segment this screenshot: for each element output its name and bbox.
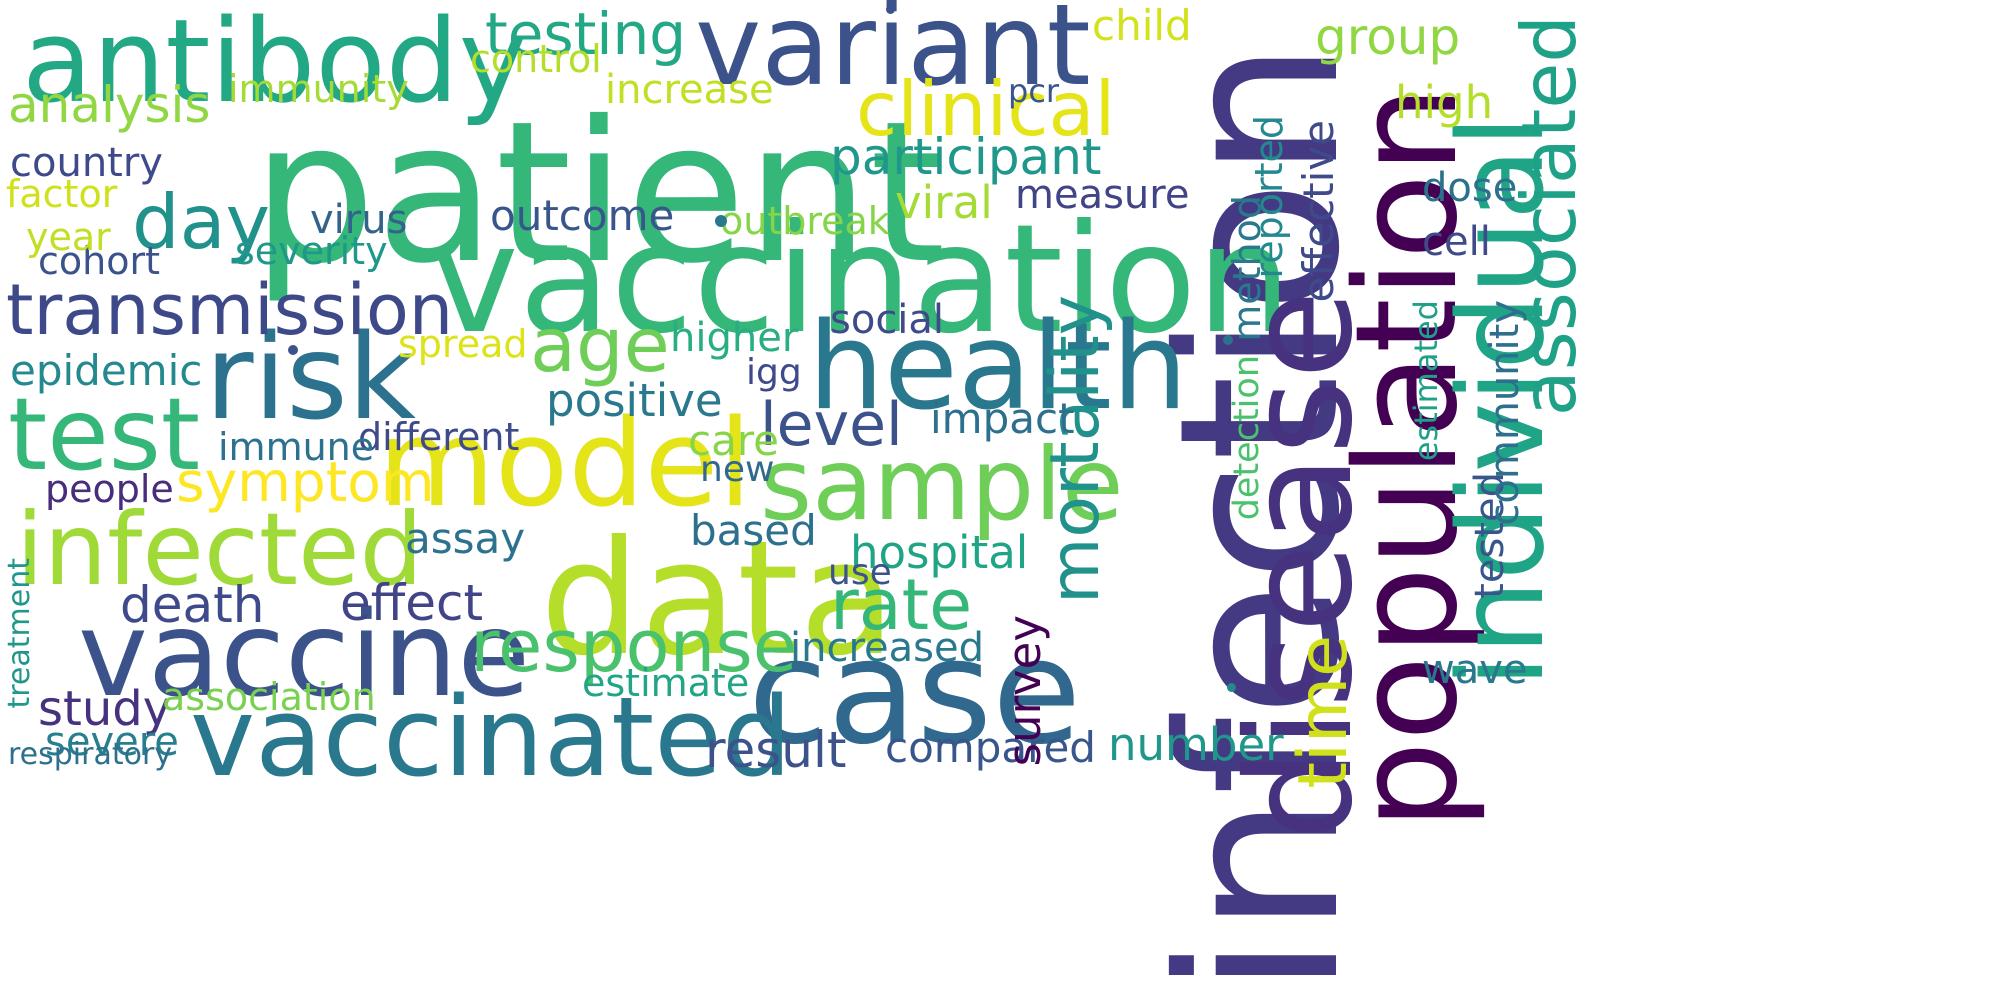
word-compared: compared (885, 723, 1096, 772)
word-based: based (690, 506, 817, 555)
word-year: year (26, 215, 111, 259)
word-mortality: mortality (1036, 295, 1115, 604)
word-infected: infected (16, 491, 424, 608)
word-hospital: hospital (850, 526, 1029, 579)
word-estimate: estimate (582, 661, 750, 705)
word-clinical: clinical (856, 65, 1116, 153)
word-number: number (1108, 718, 1284, 771)
word-death: death (120, 576, 265, 634)
word-cohort: cohort (38, 239, 160, 283)
word-higher: higher (670, 315, 799, 361)
word-assay: assay (405, 514, 526, 563)
dot-mark (715, 215, 727, 227)
word-increased: increased (790, 625, 984, 671)
word-study: study (38, 681, 172, 737)
word-association: association (162, 675, 376, 719)
word-cell: cell (1422, 219, 1491, 265)
word-testing: testing (485, 0, 687, 68)
word-test: test (8, 376, 201, 493)
word-day: day (132, 178, 270, 266)
word-result: result (705, 721, 847, 779)
word-effect: effect (340, 574, 484, 632)
word-use: use (828, 552, 892, 593)
word-people: people (45, 467, 174, 511)
word-response: response (470, 604, 798, 688)
word-risk: risk (205, 308, 417, 446)
word-detection: detection (1227, 355, 1267, 521)
word-impact: impact (930, 394, 1075, 443)
word-outbreak: outbreak (720, 199, 890, 243)
word-severity: severity (235, 229, 388, 273)
word-analysis: analysis (8, 76, 211, 134)
word-data: data (540, 507, 896, 691)
dot-mark (1223, 335, 1233, 345)
word-health: health (808, 298, 1188, 437)
word-measure: measure (1015, 172, 1190, 218)
word-vaccine: vaccine (78, 585, 531, 723)
dot-mark (956, 280, 965, 289)
word-variant: variant (695, 0, 1091, 111)
word-country: country (10, 140, 163, 186)
word-antibody: antibody (22, 0, 527, 129)
word-new: new (700, 449, 775, 490)
word-factor: factor (6, 172, 118, 216)
word-positive: positive (546, 374, 723, 427)
word-community: community (1482, 300, 1528, 526)
word-time: time (1284, 635, 1363, 789)
word-social: social (830, 297, 945, 343)
word-different: different (358, 415, 520, 459)
word-viral: viral (895, 176, 993, 229)
word-dose: dose (1422, 165, 1518, 211)
word-epidemic: epidemic (10, 346, 203, 395)
word-spread: spread (398, 322, 528, 366)
word-pcr: pcr (1008, 72, 1060, 110)
word-control: control (470, 37, 602, 81)
word-vaccinated: vaccinated (190, 673, 792, 801)
word-effective: effective (1294, 120, 1343, 303)
word-symptom: symptom (176, 450, 435, 514)
word-immunity: immunity (228, 67, 409, 111)
word-child: child (1092, 1, 1192, 50)
word-age: age (530, 301, 670, 389)
word-vaccination: vaccination (430, 193, 1292, 367)
word-respiratory: respiratory (8, 737, 173, 772)
word-outcome: outcome (490, 191, 675, 240)
word-care: care (688, 416, 780, 465)
word-group: group (1315, 8, 1461, 66)
word-high: high (1395, 76, 1494, 129)
word-patient: patient (252, 79, 946, 306)
word-severe: severe (45, 719, 179, 765)
word-increase: increase (605, 67, 774, 113)
word-survey: survey (998, 615, 1051, 767)
word-participant: participant (830, 128, 1102, 186)
word-level: level (760, 390, 903, 460)
word-estimated: estimated (1407, 300, 1445, 462)
word-model: model (378, 395, 752, 534)
word-igg: igg (746, 352, 802, 393)
word-transmission: transmission (6, 269, 454, 351)
dot-mark (886, 5, 895, 14)
word-treatment: treatment (2, 558, 37, 709)
word-rate: rate (830, 564, 973, 646)
word-method: method (1225, 195, 1269, 342)
word-case: case (748, 608, 1082, 777)
word-sample: sample (760, 426, 1124, 543)
word-wave: wave (1422, 647, 1528, 693)
word-immune: immune (218, 425, 375, 469)
dot-mark (288, 345, 298, 355)
word-virus: virus (310, 197, 408, 243)
dot-mark (1227, 683, 1236, 692)
